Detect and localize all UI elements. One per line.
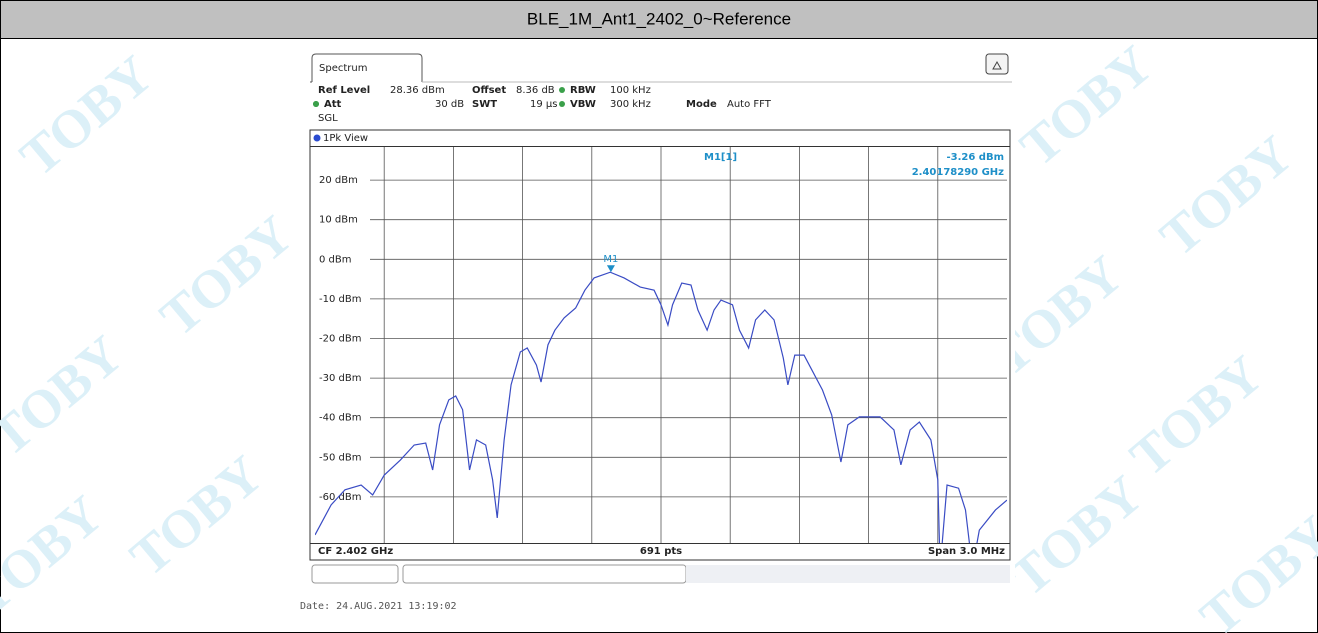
- page-title: BLE_1M_Ant1_2402_0~Reference: [527, 9, 791, 28]
- setting-label: RBW: [570, 85, 596, 96]
- status-dot: [559, 87, 565, 93]
- setting-label: SWT: [472, 99, 497, 110]
- title-bar: [0, 0, 1318, 39]
- tab: [311, 53, 423, 82]
- setting-value: 19 µs: [530, 99, 557, 110]
- setting-value: Auto FFT: [727, 99, 772, 110]
- setting-label: Offset: [472, 85, 506, 96]
- status-dot: [559, 101, 565, 107]
- center-label: CF 2.402 GHz: [318, 546, 393, 557]
- setting-value: 300 kHz: [610, 99, 651, 110]
- status-bar: [686, 565, 1010, 583]
- date: Date: 24.AUG.2021 13:19:02: [300, 601, 457, 612]
- setting-label: VBW: [570, 99, 596, 110]
- y-tick-label: -40 dBm: [319, 413, 361, 424]
- marker-label: M1[1]: [704, 152, 737, 163]
- sweep-mode: SGL: [318, 113, 338, 124]
- plot: 20 dBm 10 dBm 0 dBm -10 dBm -20 dBm -30 dBm -4…: [315, 147, 1007, 543]
- marker-value: -3.26 dBm: [946, 152, 1004, 163]
- trace: [315, 271, 1007, 543]
- status-dot: [313, 101, 319, 107]
- y-tick-label: -30 dBm: [319, 373, 361, 384]
- span-label: Span 3.0 MHz: [928, 546, 1005, 557]
- y-tick-label: -10 dBm: [319, 294, 361, 305]
- softkey[interactable]: [311, 564, 399, 584]
- setting-value: 8.36 dB: [516, 85, 555, 96]
- view-label: 1Pk View: [323, 133, 368, 144]
- y-tick-label: -50 dBm: [319, 452, 361, 463]
- setting-label: Ref Level: [318, 85, 370, 96]
- setting-value: 28.36 dBm: [390, 85, 445, 96]
- menu-icon[interactable]: [985, 53, 1009, 75]
- y-tick-label: 20 dBm: [319, 175, 358, 186]
- setting-label: Att: [324, 99, 342, 110]
- marker: [606, 265, 615, 273]
- plot-frame: [309, 129, 1011, 561]
- marker-name: M1: [603, 254, 618, 265]
- tab-label: Spectrum: [319, 63, 367, 74]
- y-tick-label: 10 dBm: [319, 215, 358, 226]
- y-tick-label: 0 dBm: [319, 254, 352, 265]
- input-box[interactable]: [402, 564, 687, 584]
- setting-label: Mode: [686, 99, 717, 110]
- setting-value: 100 kHz: [610, 85, 651, 96]
- y-tick-label: -60 dBm: [319, 492, 361, 503]
- y-tick-label: -20 dBm: [319, 334, 361, 345]
- points-label: 691 pts: [640, 546, 682, 557]
- marker-freq: 2.40178290 GHz: [912, 167, 1004, 178]
- setting-value: 30 dB: [435, 99, 464, 110]
